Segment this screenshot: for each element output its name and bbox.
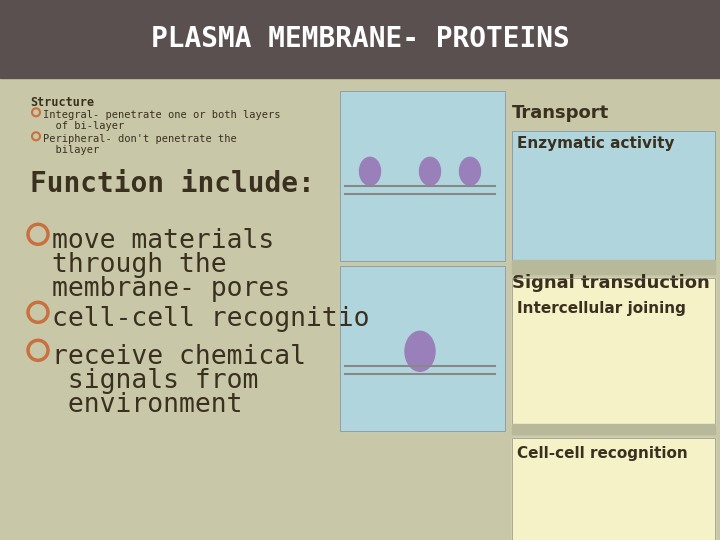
Bar xyxy=(340,266,505,431)
Text: Peripheral- don't penetrate the: Peripheral- don't penetrate the xyxy=(43,134,237,144)
Bar xyxy=(512,278,715,426)
Text: membrane- pores: membrane- pores xyxy=(52,276,290,302)
Bar xyxy=(512,131,715,261)
Text: environment: environment xyxy=(52,392,243,418)
Ellipse shape xyxy=(405,332,435,372)
Bar xyxy=(512,424,715,434)
Ellipse shape xyxy=(420,157,441,185)
Bar xyxy=(340,91,505,261)
Text: Cell-cell recognition: Cell-cell recognition xyxy=(517,446,688,461)
Text: bilayer: bilayer xyxy=(43,145,99,156)
Text: Function include:: Function include: xyxy=(30,170,315,198)
Bar xyxy=(0,78,720,540)
Text: Transport: Transport xyxy=(512,104,609,122)
Ellipse shape xyxy=(359,157,380,185)
Text: PLASMA MEMBRANE- PROTEINS: PLASMA MEMBRANE- PROTEINS xyxy=(150,25,570,53)
Ellipse shape xyxy=(459,157,480,185)
Text: of bi-layer: of bi-layer xyxy=(43,122,125,131)
Bar xyxy=(340,91,505,261)
Text: through the: through the xyxy=(52,252,227,278)
Bar xyxy=(512,438,715,540)
Text: signals from: signals from xyxy=(52,368,258,394)
Text: Intercellular joining: Intercellular joining xyxy=(517,301,686,316)
Text: Enzymatic activity: Enzymatic activity xyxy=(517,136,675,151)
Bar xyxy=(0,0,720,78)
Text: Signal transduction: Signal transduction xyxy=(512,274,710,292)
Bar xyxy=(340,266,505,431)
Bar xyxy=(512,260,715,274)
Text: receive chemical: receive chemical xyxy=(52,345,306,370)
Text: move materials: move materials xyxy=(52,228,274,254)
Bar xyxy=(512,278,715,426)
Text: Integral- penetrate one or both layers: Integral- penetrate one or both layers xyxy=(43,110,281,120)
Text: Structure: Structure xyxy=(30,96,94,109)
Bar xyxy=(512,438,715,540)
Text: cell-cell recognitio: cell-cell recognitio xyxy=(52,306,369,332)
Bar xyxy=(512,131,715,261)
